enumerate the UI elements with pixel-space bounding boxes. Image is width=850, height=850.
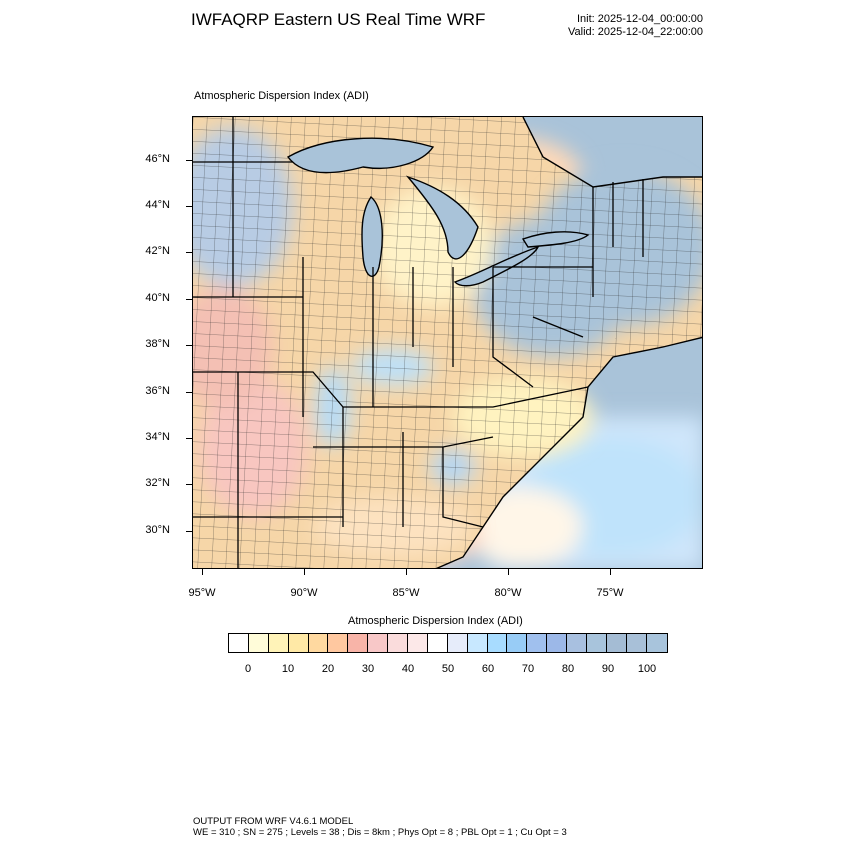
colorbar-swatch: [248, 634, 269, 652]
colorbar-swatch: [527, 634, 548, 652]
lake-superior: [286, 137, 435, 174]
colorbar-swatch: [427, 634, 448, 652]
lat-label: 34°N: [145, 431, 170, 443]
colorbar-swatch: [388, 634, 409, 652]
colorbar-swatch: [507, 634, 528, 652]
footer-line-1: OUTPUT FROM WRF V4.6.1 MODEL: [193, 816, 354, 827]
colorbar-swatch: [547, 634, 568, 652]
colorbar-swatch: [328, 634, 349, 652]
colorbar-label: 100: [637, 663, 657, 675]
colorbar-swatch: [646, 634, 667, 652]
run-info: Init: 2025-12-04_00:00:00 Valid: 2025-12…: [568, 13, 703, 39]
lat-label: 44°N: [145, 199, 170, 211]
valid-time: Valid: 2025-12-04_22:00:00: [568, 26, 703, 38]
colorbar-swatch: [487, 634, 508, 652]
lon-tick: [610, 569, 611, 575]
colorbar-label: 20: [321, 663, 335, 675]
lat-tick: [186, 206, 192, 207]
model-footer: OUTPUT FROM WRF V4.6.1 MODEL WE = 310 ; …: [193, 816, 567, 838]
init-time: Init: 2025-12-04_00:00:00: [577, 13, 703, 25]
state-borders: [193, 117, 644, 568]
colorbar-swatch: [606, 634, 627, 652]
lat-label: 46°N: [145, 153, 170, 165]
colorbar-label: 70: [521, 663, 535, 675]
colorbar-swatch: [567, 634, 588, 652]
map-title: Atmospheric Dispersion Index (ADI): [194, 90, 369, 102]
lat-label: 40°N: [145, 292, 170, 304]
colorbar-swatch: [268, 634, 289, 652]
colorbar-swatch: [229, 634, 249, 652]
lon-tick: [406, 569, 407, 575]
lat-label: 32°N: [145, 477, 170, 489]
lon-label: 75°W: [596, 587, 624, 599]
lat-label: 42°N: [145, 245, 170, 257]
colorbar-swatch: [587, 634, 607, 652]
lat-label: 30°N: [145, 524, 170, 536]
lon-tick: [202, 569, 203, 575]
lat-tick: [186, 484, 192, 485]
colorbar-swatch: [408, 634, 428, 652]
lake-ontario: [521, 231, 590, 248]
lon-label: 95°W: [188, 587, 216, 599]
lat-tick: [186, 438, 192, 439]
lat-tick: [186, 345, 192, 346]
colorbar-label: 0: [244, 663, 252, 675]
colorbar-swatch: [626, 634, 647, 652]
colorbar-swatch: [288, 634, 309, 652]
lon-tick: [508, 569, 509, 575]
adi-map: [192, 116, 703, 569]
colorbar-swatch: [368, 634, 389, 652]
lon-label: 90°W: [290, 587, 318, 599]
colorbar: [228, 633, 668, 653]
lat-tick: [186, 531, 192, 532]
lon-tick: [304, 569, 305, 575]
lon-label: 85°W: [392, 587, 420, 599]
lon-label: 80°W: [494, 587, 522, 599]
lat-tick: [186, 252, 192, 253]
colorbar-label: 80: [561, 663, 575, 675]
colorbar-title: Atmospheric Dispersion Index (ADI): [348, 615, 523, 627]
lat-tick: [186, 160, 192, 161]
colorbar-label: 10: [281, 663, 295, 675]
colorbar-label: 30: [361, 663, 375, 675]
main-title: IWFAQRP Eastern US Real Time WRF: [191, 10, 486, 29]
colorbar-label: 50: [441, 663, 455, 675]
lat-tick: [186, 299, 192, 300]
colorbar-label: 60: [481, 663, 495, 675]
lat-tick: [186, 392, 192, 393]
colorbar-label: 90: [601, 663, 615, 675]
colorbar-label: 40: [401, 663, 415, 675]
colorbar-swatch: [308, 634, 329, 652]
colorbar-swatch: [447, 634, 468, 652]
colorbar-swatch: [348, 634, 369, 652]
footer-line-2: WE = 310 ; SN = 275 ; Levels = 38 ; Dis …: [193, 827, 567, 838]
lake-huron: [405, 175, 479, 260]
county-lines: [193, 117, 702, 568]
map-canvas: [193, 117, 702, 568]
lat-label: 38°N: [145, 338, 170, 350]
colorbar-swatch: [467, 634, 488, 652]
lat-label: 36°N: [145, 385, 170, 397]
lake-michigan: [361, 195, 383, 277]
